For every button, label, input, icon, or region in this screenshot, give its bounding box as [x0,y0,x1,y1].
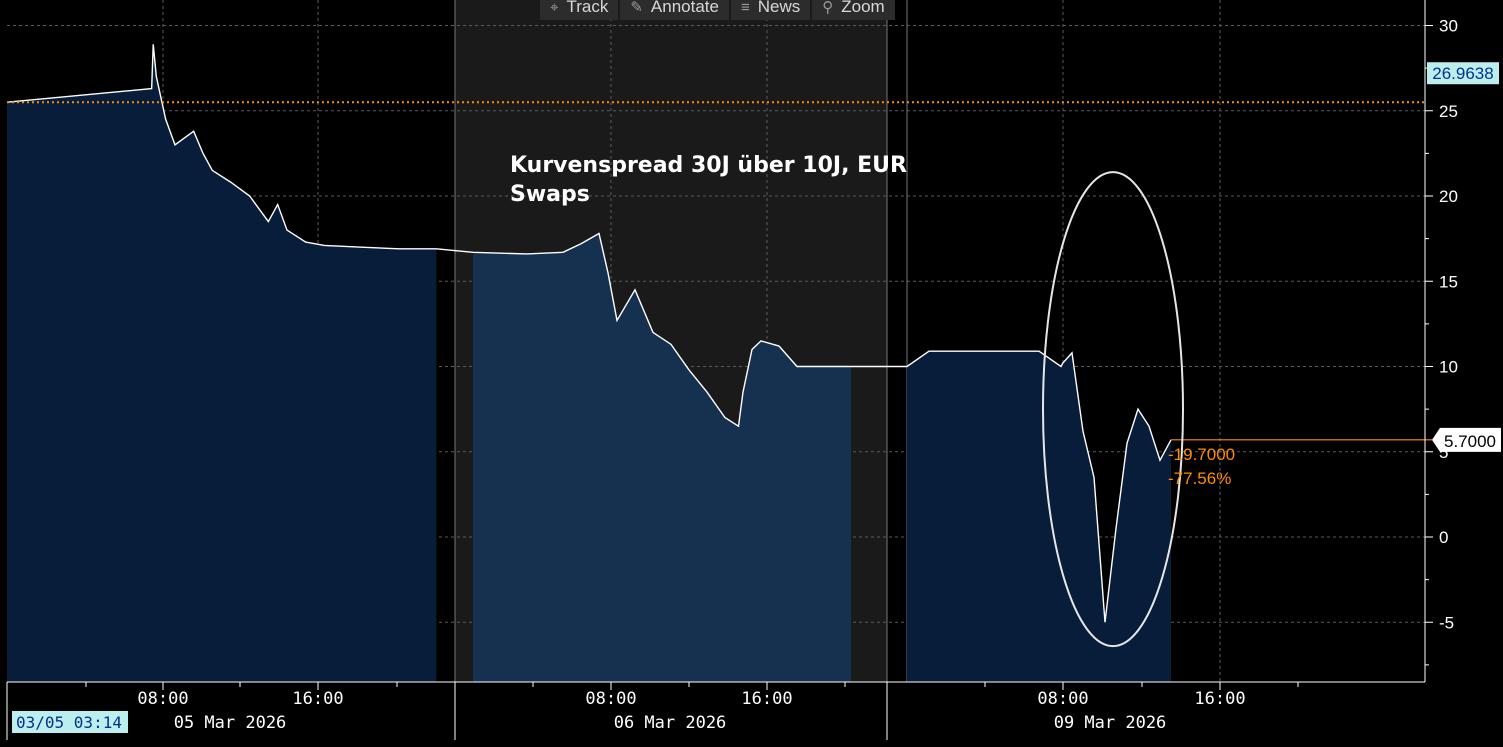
zoom-label: Zoom [841,0,885,16]
area-series [6,44,1172,682]
annotate-label: Annotate [650,0,719,16]
highlight-ellipse [1042,171,1184,648]
last-value-box [1432,427,1501,452]
x-tick-label: 16:00 [741,689,792,709]
list-icon: ≡ [740,0,750,16]
cursor-time-label: 03/05 03:14 [16,713,122,732]
cursor-time-box [12,711,128,733]
y-tick-label: 15 [1439,272,1458,291]
x-date-label: 06 Mar 2026 [614,713,727,733]
y-tick-label: -5 [1439,613,1454,632]
area-fill-day1 [7,44,437,682]
crosshair-icon: ⌖ [550,0,559,16]
y-tick-label: 25 [1439,102,1458,121]
track-button[interactable]: ⌖ Track [540,0,619,20]
annotate-button[interactable]: ✎ Annotate [620,0,729,20]
track-label: Track [566,0,609,16]
x-tick-label: 08:00 [585,689,636,709]
zoom-button[interactable]: ⚲ Zoom [812,0,895,20]
highlight-ellipse-shape [1042,171,1184,648]
axes [6,0,1426,740]
reference-value-label: 26.9638 [1432,64,1493,83]
x-tick-label: 16:00 [1194,689,1245,709]
news-label: News [757,0,801,16]
y-axis-ticks: 30 25 20 15 10 5 0 -5 [1425,17,1458,666]
chart-title-line-2: Swaps [510,182,590,207]
chart-toolbar: ⌖ Track ✎ Annotate ≡ News ⚲ Zoom [540,0,895,20]
y-tick-label: 0 [1439,528,1448,547]
y-tick-label: 5 [1439,443,1448,462]
chart-title-line-1: Kurvenspread 30J über 10J, EUR [510,153,907,178]
x-tick-label: 08:00 [137,689,188,709]
x-tick-label: 08:00 [1037,689,1088,709]
reference-value-box [1427,62,1499,85]
last-value-label: 5.7000 [1444,432,1496,451]
y-tick-label: 30 [1439,17,1458,36]
news-button[interactable]: ≡ News [730,0,811,20]
x-date-label: 09 Mar 2026 [1054,713,1167,733]
y-tick-label: 10 [1439,358,1458,377]
chart-title: Kurvenspread 30J über 10J, EUR Swaps [510,153,915,207]
y-tick-label: 20 [1439,187,1458,206]
value-labels: 26.9638 5.7000 -19.7000 -77.56% [1168,62,1501,488]
magnifier-icon: ⚲ [822,0,834,16]
series-line [6,44,1172,623]
change-pct-label: -77.56% [1168,469,1231,488]
x-tick-label: 16:00 [292,689,343,709]
area-fill-day3 [907,351,1171,682]
pencil-icon: ✎ [630,0,643,16]
change-value-label: -19.7000 [1168,445,1235,464]
x-date-label: 05 Mar 2026 [174,713,287,733]
